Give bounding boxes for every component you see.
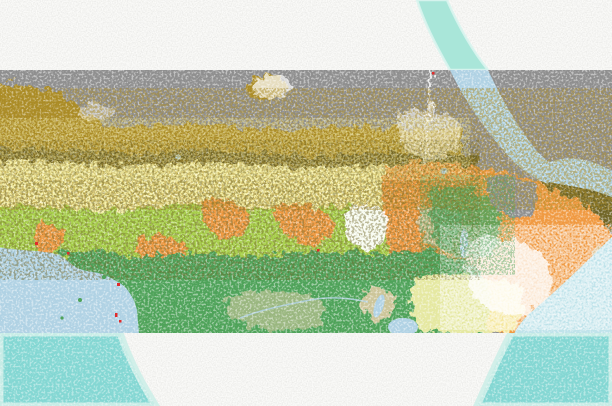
- highland-green-speckle: [420, 175, 515, 275]
- urban-dots: [35, 72, 435, 323]
- annobon-island: [60, 316, 64, 320]
- gulf-islands: [60, 274, 107, 320]
- pale-yellow-speckle: [0, 118, 470, 180]
- sao-tome-island: [78, 298, 82, 302]
- landcover-band: [0, 70, 612, 333]
- red-sea-shallow: [417, 0, 488, 70]
- red-sea-fringe: [415, 0, 491, 72]
- bioko-island: [101, 274, 107, 280]
